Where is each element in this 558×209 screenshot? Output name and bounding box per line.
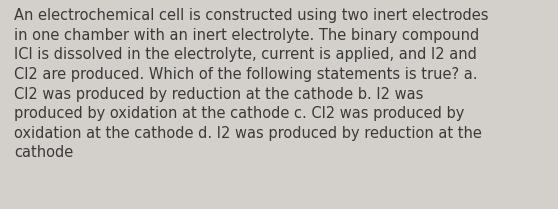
Text: An electrochemical cell is constructed using two inert electrodes
in one chamber: An electrochemical cell is constructed u… [14, 8, 488, 160]
